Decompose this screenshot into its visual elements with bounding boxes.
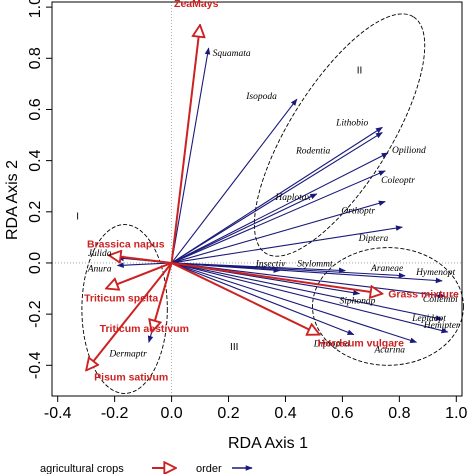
order-label-araneae: Araneae <box>370 264 403 274</box>
order-label-lithobio: Lithobio <box>335 118 368 128</box>
order-label-acarina: Acarina <box>373 345 405 355</box>
order-label-insectiv: Insectiv <box>255 260 286 270</box>
order-label-siphonap: Siphonap <box>340 297 376 307</box>
point-labels: Squamata Isopoda Lithobio Rodentia Opiliond C… <box>84 0 460 383</box>
y-tick-label: 0.4 <box>27 149 44 171</box>
order-label-collembl: Collembl <box>423 295 458 305</box>
crop-label-grass-mixture: Grass mixture <box>388 289 459 301</box>
crop-arrow-triticum-aestivum <box>152 262 173 332</box>
x-tick-label: 0.8 <box>388 405 410 422</box>
order-label-julida: Julida <box>88 249 112 259</box>
order-label-hemipter: Hemipter <box>423 321 460 331</box>
y-tick-label: 0.6 <box>27 98 44 120</box>
x-axis-title: RDA Axis 1 <box>228 435 308 452</box>
x-tick-label: 0.4 <box>274 405 296 422</box>
crop-label-zeamays: ZeaMays <box>174 0 219 10</box>
order-arrow-collembl <box>171 262 446 299</box>
crop-label-pisum-sativum: Pisum sativum <box>94 371 168 383</box>
order-arrow-haplotax <box>171 193 318 264</box>
order-label-opiliond: Opiliond <box>392 146 426 156</box>
order-label-squamata: Squamata <box>213 49 251 59</box>
order-label-haplotax: Haplotax <box>274 193 311 203</box>
x-tick-label: -0.4 <box>44 405 72 422</box>
crop-label-triticum-spelta: Triticum spelta <box>84 293 158 305</box>
order-arrow-coleoptr <box>171 170 386 264</box>
crop-arrows <box>86 25 382 370</box>
order-label-diptera: Diptera <box>358 234 389 244</box>
order-arrow-acarina <box>171 262 418 343</box>
x-tick-label: -0.2 <box>101 405 129 422</box>
order-arrow-rodentia <box>171 132 383 264</box>
y-tick-label: 0.2 <box>27 201 44 223</box>
order-arrow-opiliond <box>171 152 389 264</box>
order-label-isopoda: Isopoda <box>245 92 277 102</box>
order-label-stylommt: Stylommt <box>297 260 333 270</box>
crop-arrow-triticum-spelta <box>106 262 172 289</box>
x-tick-label: 0.2 <box>217 405 239 422</box>
y-axis-title: RDA Axis 2 <box>4 160 21 240</box>
order-label-diplopod: Diplopod <box>313 340 350 350</box>
legend-label-order: order <box>196 463 222 474</box>
order-label-orthoptr: Orthoptr <box>341 207 375 217</box>
crop-arrow-hordeum-vulgare <box>171 262 320 335</box>
order-arrow-hemipter <box>171 262 449 334</box>
group-ellipse-1 <box>81 224 168 394</box>
order-arrow-lithobio <box>171 126 383 264</box>
y-tick-label: -0.2 <box>27 300 44 328</box>
x-tick-label: 0.0 <box>160 405 182 422</box>
order-label-hymenopt: Hymenopt <box>415 268 455 278</box>
group-label-1: I <box>76 211 79 222</box>
order-label-rodentia: Rodentia <box>295 146 331 156</box>
y-tick-label: 0.8 <box>27 47 44 69</box>
group-label-2: II <box>357 66 363 77</box>
plot-frame <box>51 1 463 397</box>
group-ellipse-3 <box>312 247 464 366</box>
axis-ticks: -0.4 -0.2 0.0 0.2 0.4 0.6 0.8 1.0 -0.4 -0.2 0.0 0.2… <box>27 0 468 422</box>
legend: agricultural crops order <box>40 463 253 474</box>
order-arrow-squamata <box>171 47 211 264</box>
plot-border <box>51 1 463 397</box>
crop-label-brassica-napus: Brassica napus <box>87 238 165 250</box>
reference-lines <box>52 2 462 396</box>
order-arrow-orthoptr <box>171 200 386 264</box>
crop-label-hordeum-vulgare: Hordeum vulgare <box>318 338 405 350</box>
order-arrow-isopoda <box>171 98 298 264</box>
order-label-lepidopt: Lepidopt <box>411 314 446 324</box>
order-label-anura: Anura <box>87 265 112 275</box>
order-arrow-lepidopt <box>171 262 443 321</box>
order-label-dermaptr: Dermaptr <box>108 349 147 359</box>
order-arrow-diplopod <box>171 262 355 336</box>
y-tick-label: 0.0 <box>27 252 44 274</box>
y-tick-label: -0.4 <box>27 351 44 379</box>
order-arrow-diptera <box>171 225 403 264</box>
y-tick-label: 1.0 <box>27 0 44 18</box>
crop-arrow-pisum-sativum <box>86 262 173 370</box>
order-arrows <box>116 47 449 343</box>
group-label-3: III <box>230 342 238 353</box>
order-arrow-hymenopt <box>171 262 443 284</box>
crop-label-triticum-aestivum: Triticum aestivum <box>100 323 189 335</box>
crop-arrow-brassica-napus <box>109 255 172 264</box>
order-arrow-anura <box>116 262 172 269</box>
crop-arrow-zeamays <box>170 25 200 264</box>
order-label-coleoptr: Coleoptr <box>381 176 415 186</box>
x-tick-label: 0.6 <box>331 405 353 422</box>
crop-arrow-grass-mixture <box>171 261 383 294</box>
legend-label-crops: agricultural crops <box>40 463 124 474</box>
x-tick-label: 1.0 <box>445 405 467 422</box>
